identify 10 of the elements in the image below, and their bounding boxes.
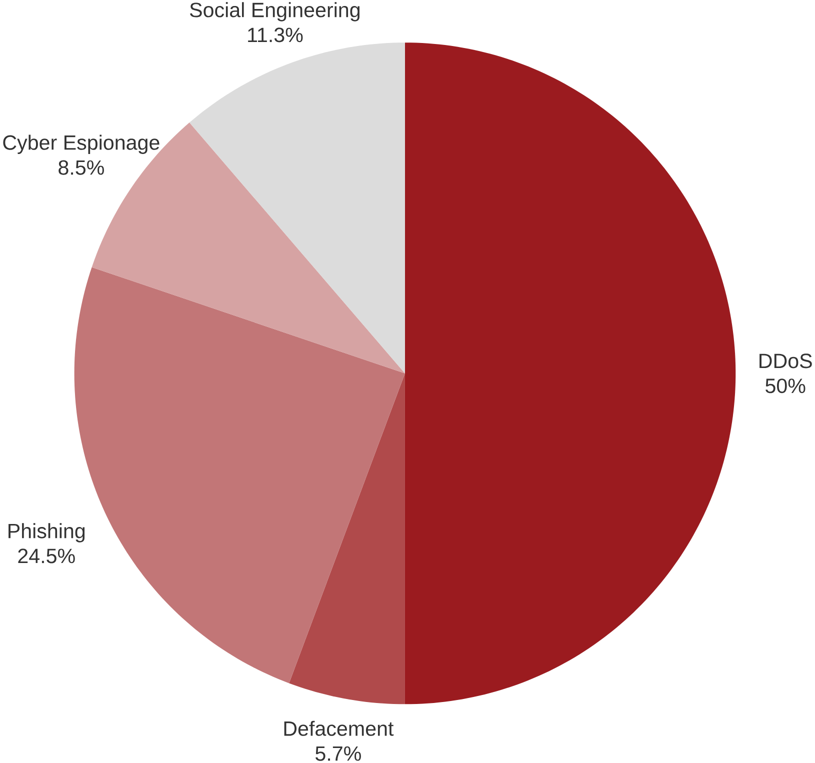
data-label: 8.5% [58, 160, 104, 175]
data-label: 11.3% [248, 28, 303, 42]
slice-label: Social Engineering [190, 2, 360, 22]
data-label: 50% [766, 378, 806, 394]
data-label: 24.5% [18, 548, 75, 564]
slice-label: DDoS [760, 354, 812, 368]
slice-label: Defacement [284, 720, 394, 736]
data-label: 5.7% [316, 746, 361, 761]
slice-label: Cyber Espionage [3, 134, 160, 154]
slice-label: Phishing [8, 523, 85, 542]
